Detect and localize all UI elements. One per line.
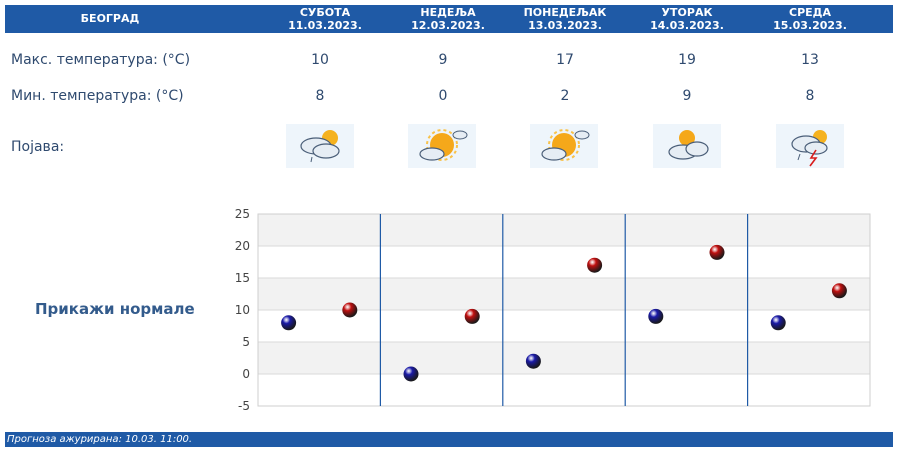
grid-band (258, 310, 870, 342)
max-temp-2: 9 (438, 52, 448, 68)
min-temp-1: 8 (315, 88, 325, 104)
show-normals-link[interactable]: Прикажи нормале (35, 300, 195, 318)
min-temp-point (525, 353, 541, 369)
partly-sunny-icon (530, 124, 598, 168)
grid-band (258, 246, 870, 278)
forecast-header: БЕОГРАД СУБОТА 11.03.2023. НЕДЕЉА 12.03.… (5, 5, 893, 33)
day-date: 11.03.2023. (288, 19, 362, 32)
y-tick-label: 0 (242, 367, 250, 381)
min-temp-point (648, 308, 664, 324)
day-header-3: ПОНЕДЕЉАК 13.03.2023. (510, 5, 620, 33)
y-tick-label: 15 (235, 271, 250, 285)
partly-sunny-icon (408, 124, 476, 168)
day-header-2: НЕДЕЉА 12.03.2023. (398, 5, 498, 33)
sun-behind-clouds-icon (653, 124, 721, 168)
day-date: 12.03.2023. (411, 19, 485, 32)
max-temp-point (709, 244, 725, 260)
max-temp-5: 13 (801, 52, 819, 68)
min-temp-point (281, 315, 297, 331)
thunderstorm-rain-icon (776, 124, 844, 168)
y-tick-label: -5 (238, 399, 250, 413)
grid-band (258, 214, 870, 246)
phenomenon-label: Појава: (11, 139, 65, 155)
min-temp-label: Мин. температура: (°C) (11, 88, 184, 104)
max-temp-1: 10 (311, 52, 329, 68)
min-temp-5: 8 (805, 88, 815, 104)
max-temp-point (587, 257, 603, 273)
day-name: ПОНЕДЕЉАК (523, 6, 607, 19)
max-temp-point (464, 308, 480, 324)
y-tick-label: 25 (235, 207, 250, 221)
day-name: УТОРАК (661, 6, 713, 19)
day-date: 15.03.2023. (773, 19, 847, 32)
grid-band (258, 374, 870, 406)
max-temp-label: Макс. температура: (°C) (11, 52, 191, 68)
partly-cloudy-rain-icon (286, 124, 354, 168)
max-temp-point (831, 283, 847, 299)
update-text: Прогноза ажурирана: 10.03. 11:00. (7, 434, 193, 445)
day-name: СУБОТА (299, 6, 351, 19)
day-date: 14.03.2023. (650, 19, 724, 32)
day-name: СРЕДА (789, 6, 831, 19)
day-header-5: СРЕДА 15.03.2023. (760, 5, 860, 33)
day-header-4: УТОРАК 14.03.2023. (637, 5, 737, 33)
y-tick-label: 5 (242, 335, 250, 349)
max-temp-3: 17 (556, 52, 574, 68)
temperature-chart: 25 20 15 10 5 0 -5 (235, 207, 871, 413)
y-tick-label: 20 (235, 239, 250, 253)
day-name: НЕДЕЉА (420, 6, 476, 19)
grid-band (258, 342, 870, 374)
day-header-1: СУБОТА 11.03.2023. (275, 5, 375, 33)
update-footer: Прогноза ажурирана: 10.03. 11:00. (5, 432, 893, 447)
min-temp-2: 0 (438, 88, 448, 104)
city-name: БЕОГРАД (80, 12, 140, 25)
max-temp-point (342, 302, 358, 318)
min-temp-point (770, 315, 786, 331)
min-temp-4: 9 (682, 88, 692, 104)
grid-band (258, 278, 870, 310)
plot-border (257, 213, 871, 407)
min-temp-point (403, 366, 419, 382)
min-temp-3: 2 (560, 88, 570, 104)
max-temp-4: 19 (678, 52, 696, 68)
y-tick-label: 10 (235, 303, 250, 317)
day-date: 13.03.2023. (528, 19, 602, 32)
